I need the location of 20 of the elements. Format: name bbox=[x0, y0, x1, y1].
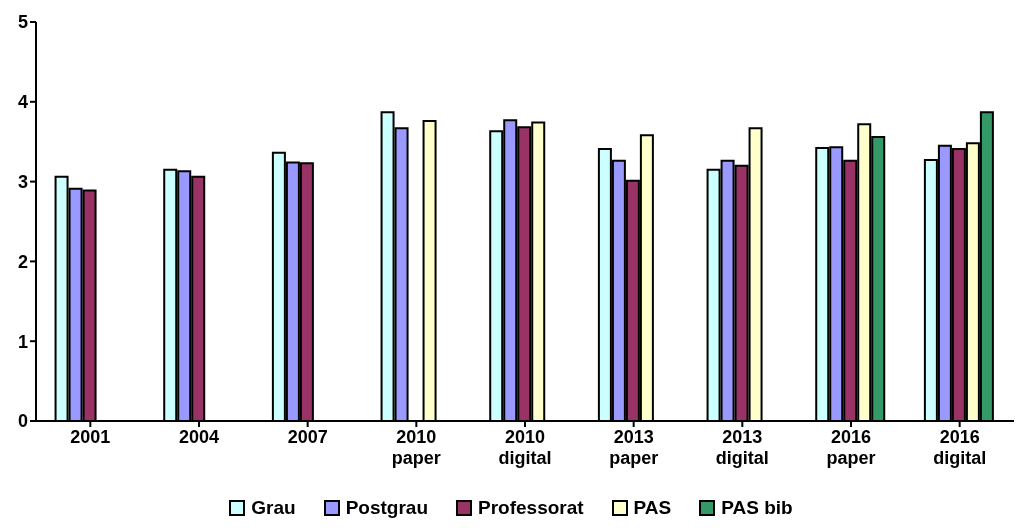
x-tick-label: 2016 paper bbox=[826, 427, 876, 468]
x-tick-label: 2007 bbox=[287, 427, 328, 447]
y-tick-label: 2 bbox=[17, 251, 28, 272]
y-tick-label: 0 bbox=[17, 411, 28, 432]
y-tick-label: 4 bbox=[17, 92, 28, 113]
y-tick-label: 3 bbox=[17, 171, 28, 192]
legend-label: Grau bbox=[251, 497, 296, 519]
x-tick-label: 2004 bbox=[178, 427, 220, 447]
legend-label: Professorat bbox=[478, 497, 584, 519]
legend-label: PAS bbox=[633, 497, 672, 519]
y-tick-label: 5 bbox=[17, 12, 28, 33]
legend-label: PAS bib bbox=[721, 497, 793, 519]
x-tick-label: 2013 digital bbox=[715, 427, 769, 468]
x-tick-label: 2001 bbox=[70, 427, 111, 447]
y-tick-label: 1 bbox=[17, 331, 28, 352]
x-tick-label: 2016 digital bbox=[933, 427, 987, 468]
legend-label: Postgrau bbox=[345, 497, 428, 519]
x-tick-label: 2013 paper bbox=[609, 427, 659, 468]
x-tick-label: 2010 paper bbox=[391, 427, 441, 468]
x-tick-label: 2010 digital bbox=[498, 427, 552, 468]
